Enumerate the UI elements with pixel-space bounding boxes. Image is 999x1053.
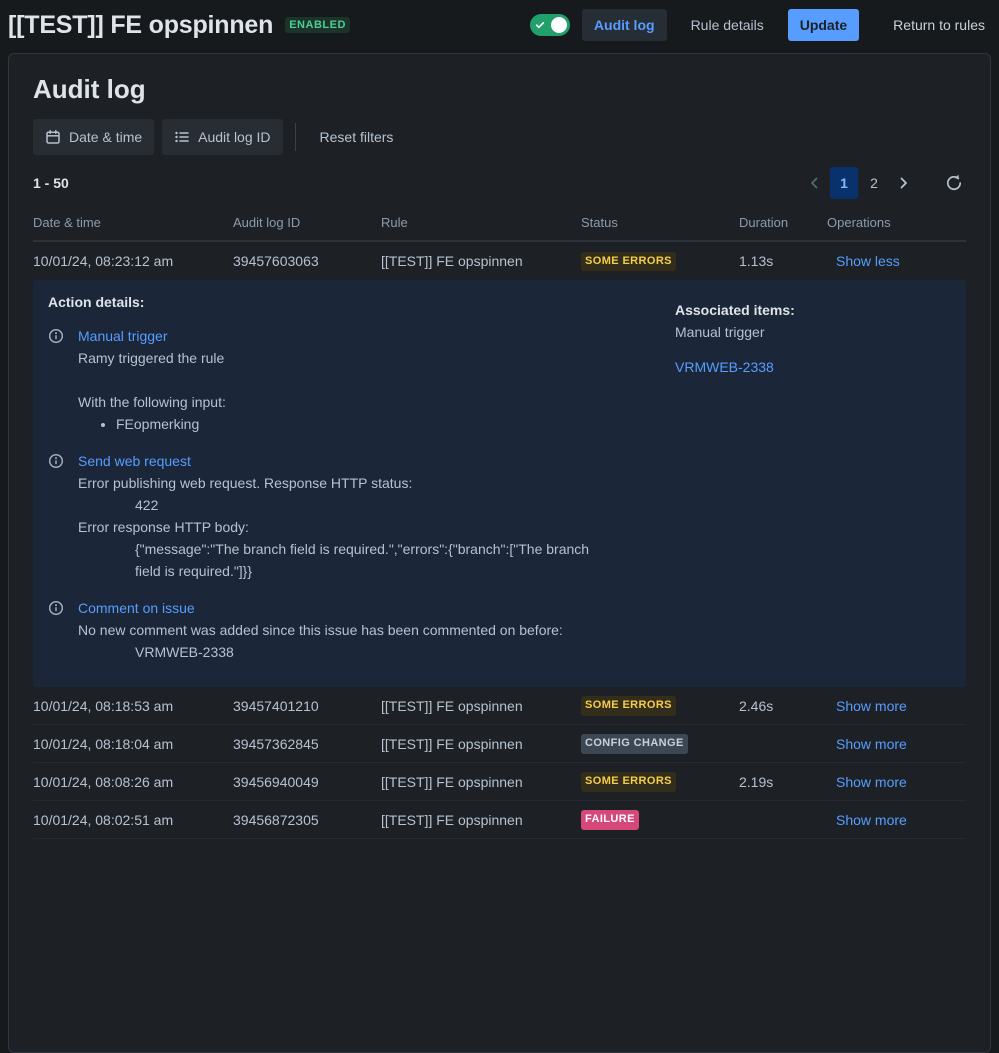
row-date: 10/01/24, 08:02:51 am <box>33 811 174 828</box>
row-duration: 2.46s <box>739 697 774 714</box>
action-details-left: Action details: Manual trigger Ramy trig… <box>48 294 675 663</box>
row-date: 10/01/24, 08:18:53 am <box>33 697 174 714</box>
result-range: 1 - 50 <box>33 175 69 191</box>
date-time-filter-label: Date & time <box>69 129 143 145</box>
row-rule: [[TEST]] FE opspinnen <box>381 253 523 269</box>
table-row: 10/01/24, 08:02:51 am 39456872305 [[TEST… <box>33 801 966 839</box>
web-request-error-text: Error publishing web request. Response H… <box>78 475 413 491</box>
show-more-link[interactable]: Show more <box>836 697 907 714</box>
col-rule: Rule <box>381 215 408 230</box>
info-icon <box>48 328 64 435</box>
rule-details-button[interactable]: Rule details <box>679 9 776 41</box>
action-details-panel: Action details: Manual trigger Ramy trig… <box>33 280 966 687</box>
filter-divider <box>294 123 296 151</box>
input-list: FEopmerking <box>78 413 226 435</box>
range-row: 1 - 50 1 2 <box>33 167 966 199</box>
row-audit-id: 39457401210 <box>233 697 319 714</box>
comment-text: No new comment was added since this issu… <box>78 622 563 638</box>
row-rule: [[TEST]] FE opspinnen <box>381 735 523 752</box>
row-audit-id: 39457603063 <box>233 253 319 269</box>
status-badge: SOME ERRORS <box>581 772 676 792</box>
refresh-icon <box>944 173 964 193</box>
table-row: 10/01/24, 08:08:26 am 39456940049 [[TEST… <box>33 763 966 801</box>
enabled-badge: ENABLED <box>285 17 350 33</box>
date-time-filter-button[interactable]: Date & time <box>33 119 155 155</box>
show-less-link[interactable]: Show less <box>836 253 900 269</box>
calendar-icon <box>45 129 61 145</box>
http-status-code: 422 <box>135 497 159 513</box>
audit-log-heading: Audit log <box>33 74 146 104</box>
page-2-button[interactable]: 2 <box>860 167 888 199</box>
reset-filters-button[interactable]: Reset filters <box>308 121 406 153</box>
info-icon <box>48 453 64 582</box>
status-badge: SOME ERRORS <box>581 251 676 272</box>
table-row: 10/01/24, 08:18:53 am 39457401210 [[TEST… <box>33 687 966 725</box>
row-date: 10/01/24, 08:08:26 am <box>33 773 174 790</box>
manual-trigger-input-label: With the following input: <box>78 394 226 410</box>
status-badge: CONFIG CHANGE <box>581 734 688 754</box>
col-duration: Duration <box>739 215 789 230</box>
action-details-heading: Action details: <box>48 294 145 310</box>
prev-page-button[interactable] <box>800 167 828 199</box>
detail-item-web-request: Send web request Error publishing web re… <box>48 450 675 582</box>
row-audit-id: 39456872305 <box>233 811 319 828</box>
info-icon <box>48 600 64 663</box>
audit-log-id-filter-button[interactable]: Audit log ID <box>162 119 283 155</box>
comment-issue-key: VRMWEB-2338 <box>135 644 234 660</box>
comment-on-issue-link[interactable]: Comment on issue <box>78 600 195 616</box>
show-more-link[interactable]: Show more <box>836 735 907 752</box>
row-date: 10/01/24, 08:23:12 am <box>33 253 174 269</box>
col-operations: Operations <box>827 215 891 230</box>
audit-log-button[interactable]: Audit log <box>581 9 667 41</box>
manual-trigger-link[interactable]: Manual trigger <box>78 328 168 344</box>
col-audit-log-id: Audit log ID <box>233 215 301 230</box>
col-date-time: Date & time <box>33 215 101 230</box>
table-row: 10/01/24, 08:18:04 am 39457362845 [[TEST… <box>33 725 966 763</box>
row-rule: [[TEST]] FE opspinnen <box>381 697 523 714</box>
update-button[interactable]: Update <box>787 9 860 41</box>
row-rule: [[TEST]] FE opspinnen <box>381 811 523 828</box>
check-icon <box>535 20 545 30</box>
next-page-button[interactable] <box>890 167 918 199</box>
manual-trigger-text: Ramy triggered the rule <box>78 350 225 366</box>
row-duration: 1.13s <box>739 253 774 269</box>
input-list-item: FEopmerking <box>116 413 226 435</box>
show-more-link[interactable]: Show more <box>836 811 907 828</box>
row-duration: 2.19s <box>739 773 774 790</box>
rule-header: [[TEST]] FE opspinnen ENABLED Audit log … <box>0 0 999 51</box>
audit-log-card: Audit log Date & time Audit log ID <box>8 53 991 1053</box>
list-icon <box>174 129 190 145</box>
table-row: 10/01/24, 08:23:12 am 39457603063 [[TEST… <box>33 242 966 280</box>
show-more-link[interactable]: Show more <box>836 773 907 790</box>
status-badge: SOME ERRORS <box>581 696 676 716</box>
audit-log-id-filter-label: Audit log ID <box>198 129 271 145</box>
web-request-body-label: Error response HTTP body: <box>78 519 249 535</box>
associated-trigger-label: Manual trigger <box>675 324 765 340</box>
associated-items-heading: Associated items: <box>675 302 795 318</box>
return-to-rules-button[interactable]: Return to rules <box>881 9 989 41</box>
detail-item-manual-trigger: Manual trigger Ramy triggered the rule W… <box>48 325 675 435</box>
associated-issue-link[interactable]: VRMWEB-2338 <box>675 359 774 375</box>
row-audit-id: 39457362845 <box>233 735 319 752</box>
status-badge: FAILURE <box>581 810 639 830</box>
filters-bar: Date & time Audit log ID Reset filters <box>33 119 966 155</box>
row-rule: [[TEST]] FE opspinnen <box>381 773 523 790</box>
page-1-button[interactable]: 1 <box>830 167 858 199</box>
row-audit-id: 39456940049 <box>233 773 319 790</box>
send-web-request-link[interactable]: Send web request <box>78 453 191 469</box>
detail-item-comment: Comment on issue No new comment was adde… <box>48 597 675 663</box>
col-status: Status <box>581 215 618 230</box>
rule-enabled-toggle[interactable] <box>529 14 570 36</box>
page-title: [[TEST]] FE opspinnen <box>8 10 274 39</box>
table-header: Date & time Audit log ID Rule Status Dur… <box>33 209 966 242</box>
row-date: 10/01/24, 08:18:04 am <box>33 735 174 752</box>
toggle-knob <box>550 17 567 33</box>
pagination: 1 2 <box>800 167 918 199</box>
http-response-body: {"message":"The branch field is required… <box>135 541 590 579</box>
refresh-button[interactable] <box>942 171 966 195</box>
associated-items: Associated items: Manual trigger VRMWEB-… <box>675 294 950 663</box>
